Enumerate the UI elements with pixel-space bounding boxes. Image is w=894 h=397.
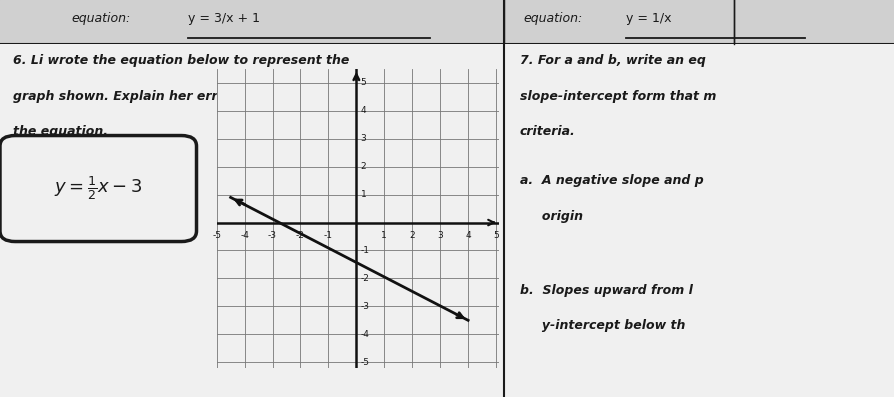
Text: graph shown. Explain her errors and correct: graph shown. Explain her errors and corr… bbox=[13, 90, 325, 102]
Text: equation:: equation: bbox=[72, 12, 131, 25]
Text: y = 3/x + 1: y = 3/x + 1 bbox=[188, 12, 259, 25]
Text: $y = \frac{1}{2}x - 3$: $y = \frac{1}{2}x - 3$ bbox=[54, 175, 142, 202]
Text: 1: 1 bbox=[381, 231, 387, 240]
Text: 4: 4 bbox=[465, 231, 470, 240]
Text: -5: -5 bbox=[360, 358, 369, 367]
Text: a.  A negative slope and p: a. A negative slope and p bbox=[519, 174, 703, 187]
Text: -1: -1 bbox=[360, 246, 369, 255]
Text: 5: 5 bbox=[360, 78, 366, 87]
Text: 3: 3 bbox=[360, 134, 366, 143]
Text: -2: -2 bbox=[296, 231, 305, 240]
Text: slope-intercept form that m: slope-intercept form that m bbox=[519, 90, 715, 102]
Text: b.  Slopes upward from l: b. Slopes upward from l bbox=[519, 284, 692, 297]
Text: -3: -3 bbox=[360, 302, 369, 311]
Text: -1: -1 bbox=[324, 231, 333, 240]
Text: y-intercept below th: y-intercept below th bbox=[519, 319, 684, 332]
Text: 2: 2 bbox=[360, 162, 366, 171]
Text: -2: -2 bbox=[360, 274, 369, 283]
Text: origin: origin bbox=[519, 210, 582, 223]
Text: 6. Li wrote the equation below to represent the: 6. Li wrote the equation below to repres… bbox=[13, 54, 349, 67]
Text: 3: 3 bbox=[437, 231, 443, 240]
Text: -5: -5 bbox=[212, 231, 221, 240]
Text: 2: 2 bbox=[409, 231, 415, 240]
Text: 7. For a and b, write an eq: 7. For a and b, write an eq bbox=[519, 54, 704, 67]
Text: -4: -4 bbox=[360, 330, 369, 339]
Text: -3: -3 bbox=[267, 231, 277, 240]
Text: 1: 1 bbox=[360, 190, 366, 199]
Text: y = 1/x: y = 1/x bbox=[626, 12, 671, 25]
FancyBboxPatch shape bbox=[0, 135, 197, 241]
Text: criteria.: criteria. bbox=[519, 125, 575, 138]
Text: 5: 5 bbox=[493, 231, 498, 240]
Text: equation:: equation: bbox=[523, 12, 582, 25]
Text: 4: 4 bbox=[360, 106, 366, 115]
Text: -4: -4 bbox=[240, 231, 249, 240]
Text: the equation.: the equation. bbox=[13, 125, 107, 138]
